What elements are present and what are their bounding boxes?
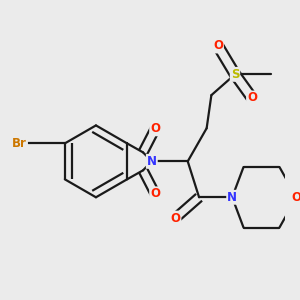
Text: O: O — [292, 191, 300, 204]
Text: O: O — [150, 188, 160, 200]
Text: S: S — [231, 68, 239, 81]
Text: O: O — [213, 40, 223, 52]
Text: O: O — [247, 92, 257, 104]
Text: Br: Br — [12, 137, 27, 150]
Text: O: O — [150, 122, 160, 135]
Text: N: N — [147, 155, 157, 168]
Text: N: N — [227, 191, 237, 204]
Text: O: O — [170, 212, 180, 225]
